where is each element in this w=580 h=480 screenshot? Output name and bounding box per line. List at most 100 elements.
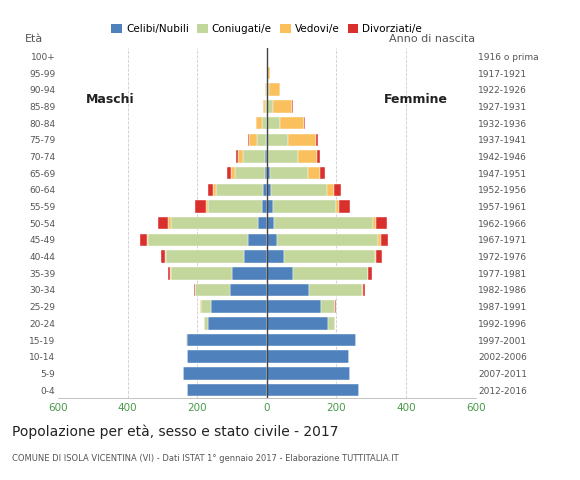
Bar <box>267 350 349 363</box>
Bar <box>381 234 388 246</box>
Bar <box>206 200 208 213</box>
Bar <box>140 234 147 246</box>
Text: Anno di nascita: Anno di nascita <box>390 35 476 45</box>
Bar <box>269 84 280 96</box>
Bar <box>339 200 350 213</box>
Bar <box>267 133 288 146</box>
Bar <box>244 250 267 263</box>
Text: COMUNE DI ISOLA VICENTINA (VI) - Dati ISTAT 1° gennaio 2017 - Elaborazione TUTTI: COMUNE DI ISOLA VICENTINA (VI) - Dati IS… <box>12 454 398 463</box>
Bar <box>267 250 284 263</box>
Bar <box>327 183 333 196</box>
Bar <box>267 334 356 346</box>
Bar <box>267 183 271 196</box>
Bar <box>147 234 148 246</box>
Bar <box>195 200 206 213</box>
Bar <box>368 267 372 279</box>
Bar <box>265 100 267 113</box>
Bar <box>266 150 267 163</box>
Bar <box>280 117 304 129</box>
Bar <box>268 150 298 163</box>
Bar <box>235 167 264 180</box>
Bar <box>373 217 376 229</box>
Bar <box>267 317 328 330</box>
Bar <box>270 167 308 180</box>
Bar <box>183 367 267 380</box>
Bar <box>363 284 365 296</box>
Bar <box>336 200 339 213</box>
Bar <box>267 167 270 180</box>
Bar <box>309 284 362 296</box>
Bar <box>166 250 244 263</box>
Bar <box>264 167 267 180</box>
Bar <box>335 300 336 313</box>
Bar <box>256 117 262 129</box>
Bar <box>208 200 262 213</box>
Bar <box>267 217 274 229</box>
Bar <box>262 200 267 213</box>
Bar <box>334 183 340 196</box>
Text: Maschi: Maschi <box>86 93 135 106</box>
Bar <box>273 100 292 113</box>
Bar <box>201 300 211 313</box>
Bar <box>267 67 270 79</box>
Bar <box>262 117 267 129</box>
Bar <box>267 117 280 129</box>
Bar <box>263 183 267 196</box>
Bar <box>271 183 327 196</box>
Bar <box>187 350 267 363</box>
Text: Età: Età <box>24 35 43 45</box>
Bar <box>266 133 267 146</box>
Bar <box>267 100 273 113</box>
Bar <box>267 150 268 163</box>
Bar <box>284 250 375 263</box>
Bar <box>267 234 277 246</box>
Bar <box>248 234 267 246</box>
Bar <box>204 317 208 330</box>
Bar <box>328 317 335 330</box>
Bar <box>249 133 258 146</box>
Bar <box>216 183 263 196</box>
Bar <box>231 167 235 180</box>
Bar <box>267 284 309 296</box>
Bar <box>267 300 321 313</box>
Bar <box>165 250 166 263</box>
Text: Femmine: Femmine <box>384 93 448 106</box>
Bar <box>317 150 320 163</box>
Bar <box>232 267 267 279</box>
Bar <box>378 234 381 246</box>
Bar <box>158 217 168 229</box>
Bar <box>273 200 336 213</box>
Bar <box>161 250 165 263</box>
Bar <box>266 84 267 96</box>
Bar <box>258 133 266 146</box>
Bar <box>258 217 267 229</box>
Bar <box>267 267 293 279</box>
Bar <box>308 167 320 180</box>
Bar <box>236 150 238 163</box>
Bar <box>230 284 267 296</box>
Bar <box>168 267 171 279</box>
Bar <box>375 250 376 263</box>
Bar <box>248 133 249 146</box>
Bar <box>320 167 325 180</box>
Bar <box>208 183 213 196</box>
Bar <box>213 183 216 196</box>
Bar <box>171 267 232 279</box>
Bar <box>211 300 267 313</box>
Bar <box>362 284 363 296</box>
Bar <box>293 267 368 279</box>
Bar <box>171 217 258 229</box>
Bar <box>316 133 318 146</box>
Legend: Celibi/Nubili, Coniugati/e, Vedovi/e, Divorziati/e: Celibi/Nubili, Coniugati/e, Vedovi/e, Di… <box>107 20 426 38</box>
Bar <box>376 217 387 229</box>
Bar <box>227 167 231 180</box>
Bar <box>263 100 265 113</box>
Bar <box>277 234 378 246</box>
Bar <box>267 384 359 396</box>
Bar <box>321 300 335 313</box>
Bar <box>194 284 195 296</box>
Bar <box>200 300 201 313</box>
Bar <box>195 284 230 296</box>
Bar <box>168 217 171 229</box>
Bar <box>186 334 187 346</box>
